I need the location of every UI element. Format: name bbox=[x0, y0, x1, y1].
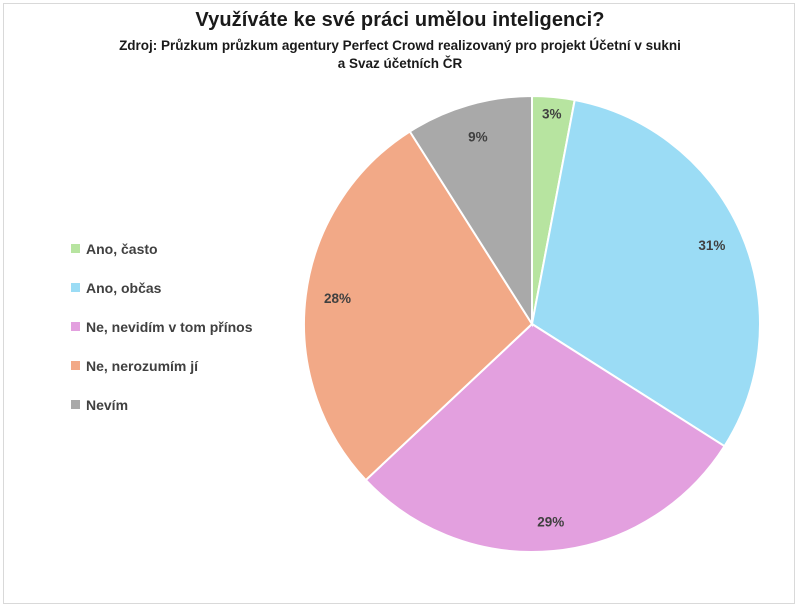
data-label-ne-nevidim-v-tom-prinos: 29% bbox=[537, 515, 564, 530]
pie-slices bbox=[303, 94, 761, 553]
legend-item-ano-casto: Ano, často bbox=[71, 229, 252, 268]
legend-label-ano-obcas: Ano, občas bbox=[86, 279, 162, 296]
legend-swatch-nevim bbox=[71, 400, 80, 409]
legend-swatch-ano-casto bbox=[71, 244, 80, 253]
data-label-ano-obcas: 31% bbox=[698, 238, 725, 253]
chart-subtitle: Zdroj: Průzkum průzkum agentury Perfect … bbox=[0, 37, 800, 73]
legend-label-ne-nerozumim: Ne, nerozumím jí bbox=[86, 357, 199, 374]
chart-subtitle-line-1: Zdroj: Průzkum průzkum agentury Perfect … bbox=[119, 38, 681, 53]
data-label-ano-casto: 3% bbox=[542, 106, 562, 121]
legend-swatch-ano-obcas bbox=[71, 283, 80, 292]
pie-slice-ne-nevidim-v-tom-prinos bbox=[364, 322, 726, 553]
legend-item-ano-obcas: Ano, občas bbox=[71, 268, 252, 307]
legend-swatch-ne-nevidim bbox=[71, 322, 80, 331]
legend-label-ano-casto: Ano, často bbox=[86, 240, 158, 257]
chart-subtitle-line-2: a Svaz účetních ČR bbox=[337, 56, 463, 71]
chart-legend: Ano, často Ano, občas Ne, nevidím v tom … bbox=[71, 229, 252, 424]
pie-slice-ne-nerozumim-ji bbox=[303, 130, 534, 482]
legend-swatch-ne-nerozumim bbox=[71, 361, 80, 370]
legend-item-ne-nevidim: Ne, nevidím v tom přínos bbox=[71, 307, 252, 346]
data-label-nevim: 9% bbox=[468, 129, 488, 144]
legend-item-nevim: Nevím bbox=[71, 385, 252, 424]
data-label-ne-nerozumim-ji: 28% bbox=[324, 291, 351, 306]
legend-label-nevim: Nevím bbox=[86, 396, 129, 413]
legend-label-ne-nevidim: Ne, nevidím v tom přínos bbox=[86, 318, 253, 335]
chart-title: Využíváte ke své práci umělou inteligenc… bbox=[195, 9, 605, 31]
pie-data-labels: 3% 31% 29% 28% 9% bbox=[324, 106, 725, 529]
legend-item-ne-nerozumim: Ne, nerozumím jí bbox=[71, 346, 252, 385]
pie-slice-nevim bbox=[408, 94, 533, 328]
